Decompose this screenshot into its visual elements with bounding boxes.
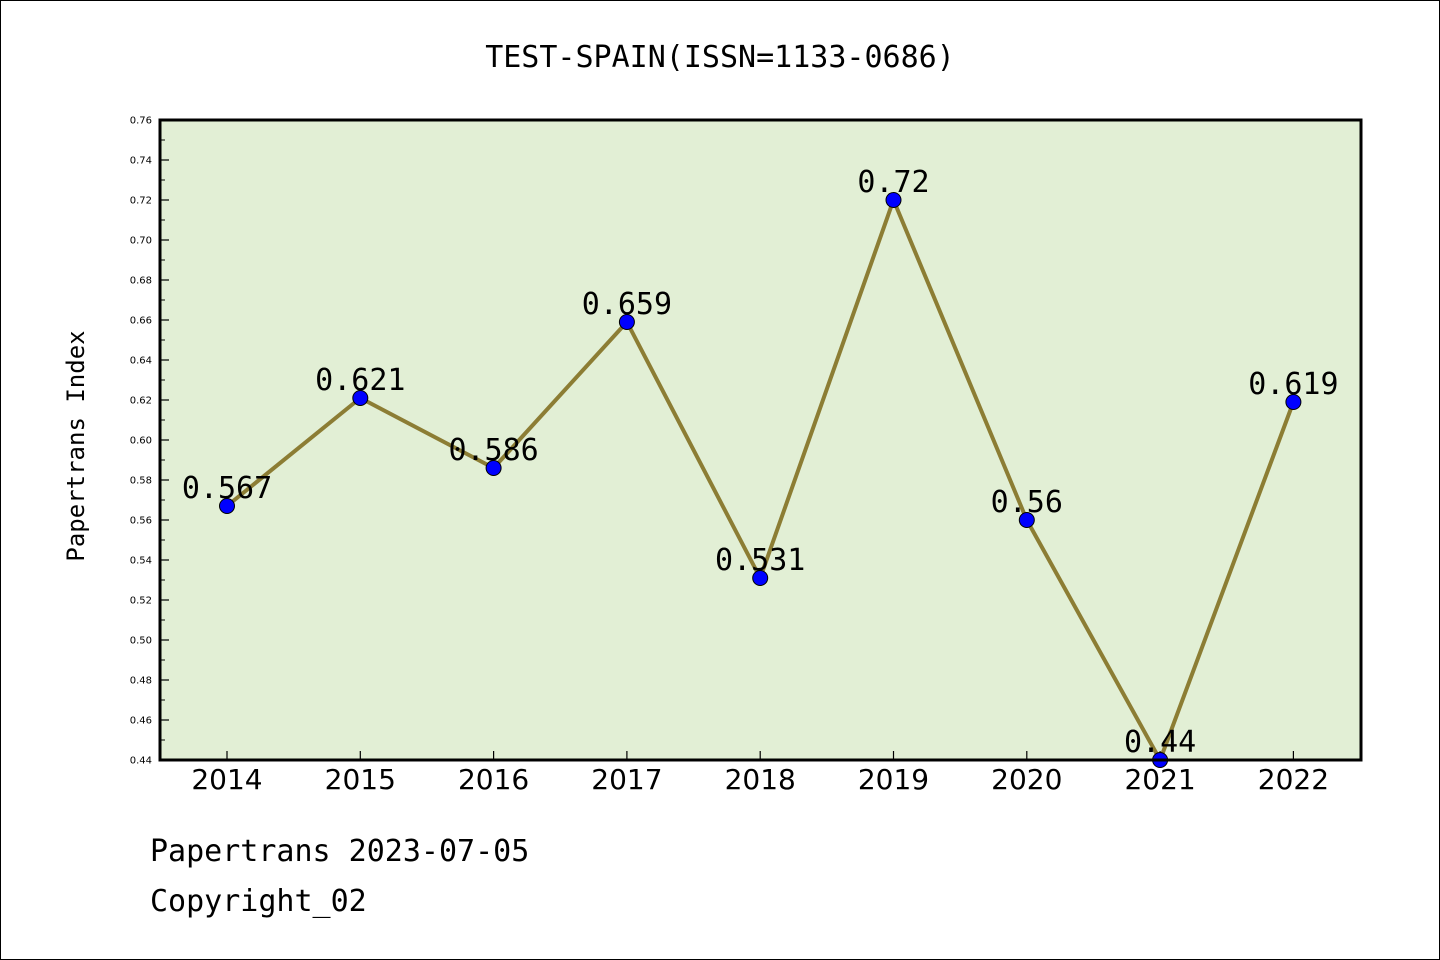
y-tick-label: 0.56 — [130, 516, 152, 527]
y-tick-label: 0.72 — [130, 196, 152, 207]
data-label-group: 0.567 0.621 0.586 0.659 0.531 0.72 0.56 0.44 0.6… — [182, 165, 1339, 760]
data-point — [352, 390, 369, 406]
data-label: 0.56 — [991, 485, 1063, 520]
y-tick-label: 0.76 — [130, 116, 152, 127]
data-point — [1018, 512, 1035, 528]
y-tick-label: 0.64 — [130, 356, 152, 367]
x-tick-label: 2020 — [991, 763, 1062, 796]
y-tick-label: 0.52 — [130, 596, 152, 607]
data-label: 0.621 — [315, 363, 405, 398]
x-tick-label: 2021 — [1124, 763, 1195, 796]
x-tick-label: 2019 — [858, 763, 929, 796]
x-tick-label: 2014 — [191, 763, 262, 796]
data-point — [885, 192, 902, 208]
y-axis-label: Papertrans Index — [62, 330, 90, 561]
x-tick-label: 2022 — [1258, 763, 1329, 796]
y-tick-label: 0.54 — [130, 556, 152, 567]
y-tick-label: 0.48 — [130, 676, 152, 687]
data-point — [485, 460, 502, 476]
x-tick-label: 2016 — [458, 763, 529, 796]
y-tick-label: 0.66 — [130, 316, 152, 327]
data-label: 0.659 — [582, 287, 672, 322]
y-tick-label: 0.68 — [130, 276, 152, 287]
x-tick-label: 2017 — [591, 763, 662, 796]
data-label: 0.619 — [1248, 367, 1338, 402]
x-tick-label: 2018 — [725, 763, 796, 796]
y-tick-label: 0.62 — [130, 396, 152, 407]
axis-ticks: 0.44 0.46 0.48 0.50 0.52 0.54 0.56 0.58 0.60 0.62… — [130, 116, 1329, 797]
data-label: 0.567 — [182, 471, 272, 506]
chart-title: TEST-SPAIN(ISSN=1133-0686) — [485, 40, 955, 75]
y-tick-label: 0.60 — [130, 436, 152, 447]
data-label: 0.531 — [715, 543, 805, 578]
y-tick-label: 0.70 — [130, 236, 152, 247]
y-tick-label: 0.58 — [130, 476, 152, 487]
plot-area — [160, 120, 1361, 760]
y-tick-label: 0.50 — [130, 636, 152, 647]
x-tick-label: 2015 — [325, 763, 396, 796]
y-tick-label: 0.74 — [130, 156, 152, 167]
y-tick-label: 0.44 — [130, 756, 152, 767]
data-label: 0.586 — [448, 433, 538, 468]
y-tick-label: 0.46 — [130, 716, 152, 727]
data-point — [752, 570, 769, 586]
data-point — [219, 498, 235, 514]
footer-date: Papertrans 2023-07-05 — [150, 834, 530, 869]
plot-border — [158, 118, 1363, 762]
data-label: 0.72 — [857, 165, 929, 200]
data-point — [1285, 394, 1302, 410]
data-point — [618, 314, 635, 330]
footer-copyright: Copyright_02 — [150, 884, 367, 919]
data-label: 0.44 — [1124, 725, 1196, 760]
